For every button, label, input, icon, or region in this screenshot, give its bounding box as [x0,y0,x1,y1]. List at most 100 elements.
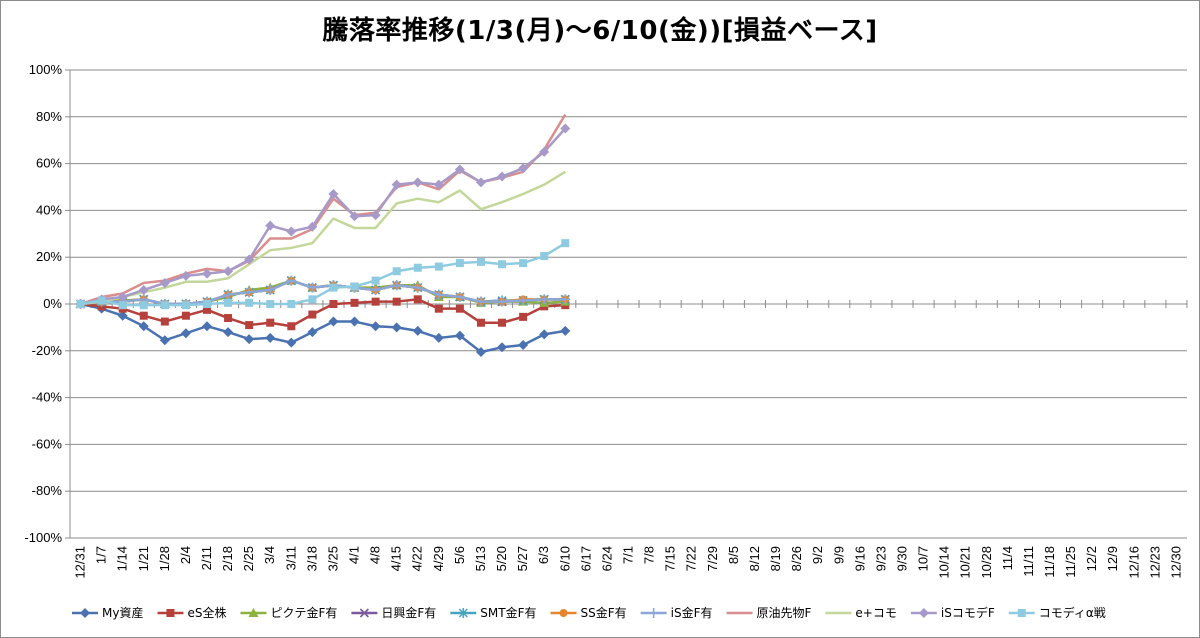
x-tick-label: 2/11 [199,546,214,570]
data-point [287,300,296,308]
data-point [497,171,508,182]
legend-entry: 日興金F有 [351,605,436,620]
legend-entry: 原油先物F [726,606,812,620]
data-point [265,284,276,295]
data-point [455,259,464,268]
data-point [561,239,570,248]
data-point [539,146,550,157]
data-point [498,318,507,327]
data-point [245,298,254,307]
data-point [371,297,380,306]
data-point [76,300,85,308]
legend-label: ピクテ金F有 [270,605,337,620]
legend-entry: eS全株 [157,605,226,620]
data-point [433,289,444,300]
x-tick-label: 9/2 [810,546,825,564]
data-point [223,289,234,300]
series-eS全株 [76,295,570,331]
x-tick-label: 6/24 [599,546,614,571]
data-point [224,298,233,307]
legend-label: 日興金F有 [381,605,436,620]
data-point [138,284,149,295]
series-line [80,170,566,306]
data-point [476,257,485,266]
x-tick-label: 12/2 [1084,546,1099,571]
x-tick-label: 1/21 [136,546,151,571]
data-point [201,321,212,332]
data-point [245,321,254,330]
x-tick-label: 12/16 [1126,546,1141,579]
y-tick-label: -60% [32,436,63,451]
x-tick-label: 7/22 [684,546,699,571]
data-point [560,325,571,336]
data-point [455,304,464,313]
data-point [349,316,360,327]
x-tick-label: 10/21 [958,546,973,579]
x-tick-label: 5/6 [452,546,467,564]
data-point [540,252,549,261]
data-point [308,310,317,319]
legend-entry: ピクテ金F有 [240,605,337,620]
data-point [223,266,234,277]
x-tick-label: 4/8 [368,546,383,564]
y-tick-label: 60% [36,156,62,171]
data-point [139,311,148,320]
data-point [518,163,529,174]
data-point [159,277,170,288]
data-point [244,334,255,345]
data-point [648,608,659,618]
x-tick-label: 7/15 [663,546,678,571]
data-point [475,296,486,307]
data-point [266,300,275,308]
data-point [412,325,423,336]
y-tick-label: -100% [24,530,62,545]
x-tick-label: 11/18 [1042,546,1057,578]
data-point [412,282,423,293]
x-tick-label: 8/19 [768,546,783,571]
data-point [539,329,550,340]
data-point [286,275,297,286]
x-tick-label: 2/25 [241,546,256,571]
data-point [201,268,212,279]
x-tick-label: 7/29 [705,546,720,571]
data-point [329,283,338,292]
data-point [391,179,402,190]
data-point [359,608,369,618]
legend-entry: iS金F有 [640,605,713,620]
series-iSコモデF [75,123,571,309]
x-tick-label: 10/14 [937,546,952,579]
x-tick-label: 3/18 [304,546,319,571]
data-point [159,335,170,346]
x-tick-label: 10/28 [979,546,994,579]
data-point [433,332,444,343]
x-tick-label: 1/7 [94,546,109,564]
x-tick-label: 3/25 [325,546,340,571]
data-point [560,123,571,134]
data-point [181,301,190,310]
data-point [307,327,318,338]
data-point [180,328,191,339]
data-point [265,332,276,343]
data-point [286,226,297,237]
x-tick-label: 11/4 [1000,546,1015,570]
y-tick-label: 100% [29,62,63,77]
y-tick-label: 0% [43,296,62,311]
data-point [166,609,175,617]
legend-entry: My資産 [72,605,143,620]
data-point [454,291,465,302]
data-point [475,177,486,188]
y-tick-label: 20% [36,249,62,264]
data-point [434,304,443,313]
data-point [202,300,211,308]
data-point [181,311,190,320]
data-point [328,189,339,200]
data-point [202,305,211,314]
x-tick-label: 1/28 [157,546,172,571]
data-point [287,322,296,331]
data-point [138,321,149,332]
x-tick-label: 12/23 [1147,546,1162,579]
x-tick-label: 4/22 [410,546,425,571]
x-tick-label: 3/11 [283,546,298,570]
data-point [117,291,128,302]
